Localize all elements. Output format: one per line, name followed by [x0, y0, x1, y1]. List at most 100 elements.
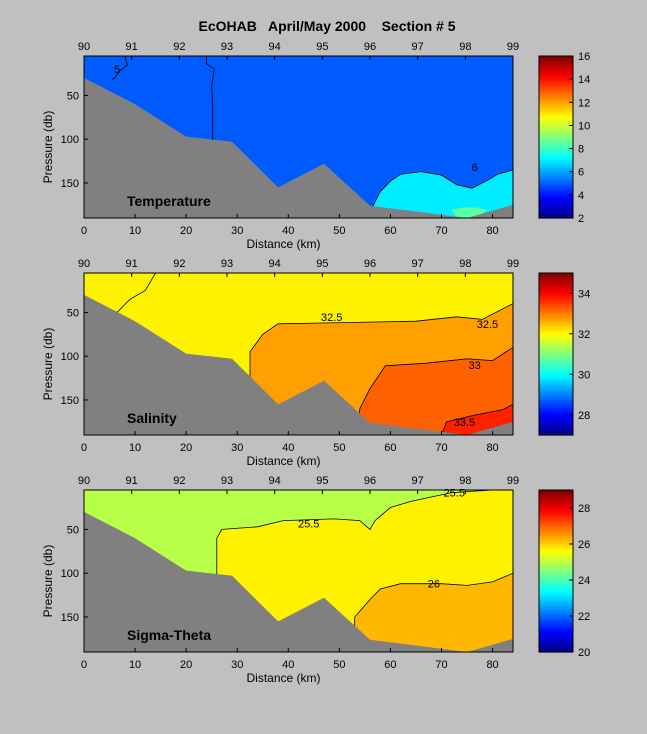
- x-axis-label: Distance (km): [246, 454, 320, 468]
- colorbar-swatch: [539, 157, 573, 161]
- station-label: 98: [459, 475, 471, 487]
- figure-title: EcOHAB April/May 2000 Section # 5: [198, 18, 455, 34]
- contour-line-1: [206, 56, 215, 144]
- colorbar-swatch: [539, 399, 573, 403]
- colorbar-swatch: [539, 576, 573, 580]
- colorbar-swatch: [539, 619, 573, 623]
- colorbar-swatch: [539, 404, 573, 408]
- colorbar-swatch: [539, 121, 573, 125]
- colorbar-swatch: [539, 180, 573, 184]
- colorbar-swatch: [539, 321, 573, 325]
- station-label: 93: [221, 41, 233, 53]
- x-tick-label: 40: [282, 442, 294, 454]
- colorbar-swatch: [539, 596, 573, 600]
- colorbar-swatch: [539, 81, 573, 85]
- colorbar-tick-label: 26: [578, 539, 590, 551]
- colorbar-swatch: [539, 58, 573, 62]
- plot-area: [84, 273, 513, 435]
- colorbar-swatch: [539, 361, 573, 365]
- colorbar-swatch: [539, 290, 573, 294]
- colorbar-swatch: [539, 192, 573, 196]
- station-label: 97: [412, 41, 424, 53]
- colorbar-swatch: [539, 139, 573, 143]
- station-label: 97: [412, 258, 424, 270]
- colorbar-swatch: [539, 99, 573, 103]
- contour-label: 25.5: [444, 488, 465, 500]
- contour-label: 6: [472, 162, 478, 174]
- station-label: 91: [126, 475, 138, 487]
- colorbar-swatch: [539, 288, 573, 292]
- station-label: 93: [221, 258, 233, 270]
- colorbar-swatch: [539, 422, 573, 426]
- x-tick-label: 20: [180, 225, 192, 237]
- colorbar-swatch: [539, 641, 573, 646]
- station-label: 91: [126, 41, 138, 53]
- contour-line-1: [354, 572, 513, 652]
- colorbar-swatch: [539, 129, 573, 133]
- colorbar-swatch: [539, 73, 573, 77]
- station-label: 93: [221, 475, 233, 487]
- station-label: 98: [459, 258, 471, 270]
- colorbar-swatch: [539, 548, 573, 552]
- station-label: 96: [364, 475, 376, 487]
- colorbar-tick-label: 6: [578, 167, 584, 179]
- colorbar-swatch: [539, 432, 573, 436]
- colorbar-swatch: [539, 495, 573, 499]
- station-label: 99: [507, 475, 519, 487]
- station-label: 92: [173, 475, 185, 487]
- colorbar-swatch: [539, 646, 573, 651]
- colorbar-swatch: [539, 147, 573, 151]
- panel-label: Sigma-Theta: [127, 627, 211, 643]
- colorbar-swatch: [539, 348, 573, 353]
- x-axis-label: Distance (km): [246, 671, 320, 685]
- colorbar-swatch: [539, 581, 573, 585]
- colorbar-swatch: [539, 275, 573, 279]
- y-tick-label: 150: [61, 178, 79, 190]
- colorbar-swatch: [539, 111, 573, 115]
- station-label: 91: [126, 258, 138, 270]
- panel-salinity: 32.5 32.5 33 33.5 Salinity 0 10 20 30 40 50 60 70 80 9…: [41, 258, 590, 468]
- colorbar-swatch: [539, 611, 573, 615]
- colorbar-swatch: [539, 169, 573, 174]
- colorbar-swatch: [539, 177, 573, 181]
- colorbar-swatch: [539, 402, 573, 406]
- colorbar-swatch: [539, 571, 573, 575]
- colorbar-swatch: [539, 535, 573, 539]
- colorbar-swatch: [539, 106, 573, 110]
- colorbar-swatch: [539, 116, 573, 120]
- contour-label: 33.5: [454, 417, 475, 429]
- colorbar-swatch: [539, 124, 573, 128]
- colorbar-tick-label: 16: [578, 51, 590, 63]
- colorbar-swatch: [539, 172, 573, 176]
- colorbar-swatch: [539, 134, 573, 138]
- y-axis-label: Pressure (db): [41, 111, 55, 184]
- colorbar-swatch: [539, 356, 573, 360]
- colorbar-tick-label: 32: [578, 329, 590, 341]
- colorbar-swatch: [539, 624, 573, 628]
- bathymetry: [84, 77, 513, 218]
- colorbar: 28 26 24 22 20: [538, 489, 590, 659]
- colorbar-swatch: [539, 545, 573, 549]
- colorbar-swatch: [539, 88, 573, 93]
- x-tick-label: 10: [129, 659, 141, 671]
- colorbar-swatch: [539, 520, 573, 524]
- colorbar-swatch: [539, 162, 573, 166]
- colorbar-swatch: [539, 101, 573, 105]
- y-tick-label: 100: [61, 134, 79, 146]
- colorbar: 34 32 30 28: [538, 272, 590, 436]
- colorbar-swatch: [539, 308, 573, 312]
- colorbar-swatch: [539, 591, 573, 595]
- colorbar-swatch: [539, 379, 573, 383]
- x-tick-label: 40: [282, 225, 294, 237]
- x-tick-label: 80: [486, 659, 498, 671]
- x-tick-label: 0: [81, 442, 87, 454]
- station-label: 94: [269, 258, 281, 270]
- colorbar-swatch: [539, 517, 573, 521]
- colorbar-swatch: [539, 543, 573, 547]
- colorbar-swatch: [539, 366, 573, 370]
- colorbar-swatch: [539, 187, 573, 191]
- colorbar-swatch: [539, 505, 573, 509]
- station-label: 99: [507, 258, 519, 270]
- colorbar-swatch: [539, 83, 573, 87]
- colorbar-tick-label: 8: [578, 144, 584, 156]
